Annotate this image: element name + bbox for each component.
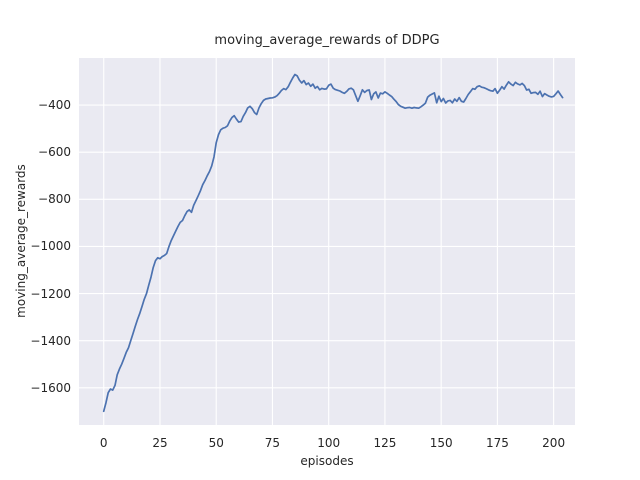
y-tick-label: −1200 (30, 286, 71, 301)
reward-line (102, 73, 564, 413)
y-tick-label: −400 (38, 98, 71, 113)
y-tick-label: −1600 (30, 380, 71, 395)
y-tick-label: −1000 (30, 239, 71, 254)
x-tick-label: 75 (264, 436, 281, 450)
x-tick-label: 125 (373, 436, 397, 450)
chart-title: moving_average_rewards of DDPG (214, 33, 440, 48)
x-axis-label: episodes (300, 454, 354, 468)
y-tick-label: −600 (38, 145, 71, 160)
x-tick-label: 0 (99, 436, 108, 450)
y-tick-label: −800 (38, 192, 71, 207)
x-tick-label: 50 (208, 436, 224, 450)
x-tick-label: 200 (542, 436, 566, 450)
x-tick-label: 150 (429, 436, 453, 450)
x-tick-label: 100 (317, 436, 341, 450)
plot-background (79, 58, 575, 425)
y-axis-label: moving_average_rewards (14, 164, 28, 318)
y-tick-label: −1400 (30, 333, 71, 348)
x-tick-label: 25 (152, 436, 168, 450)
x-tick-label: 175 (485, 436, 509, 450)
